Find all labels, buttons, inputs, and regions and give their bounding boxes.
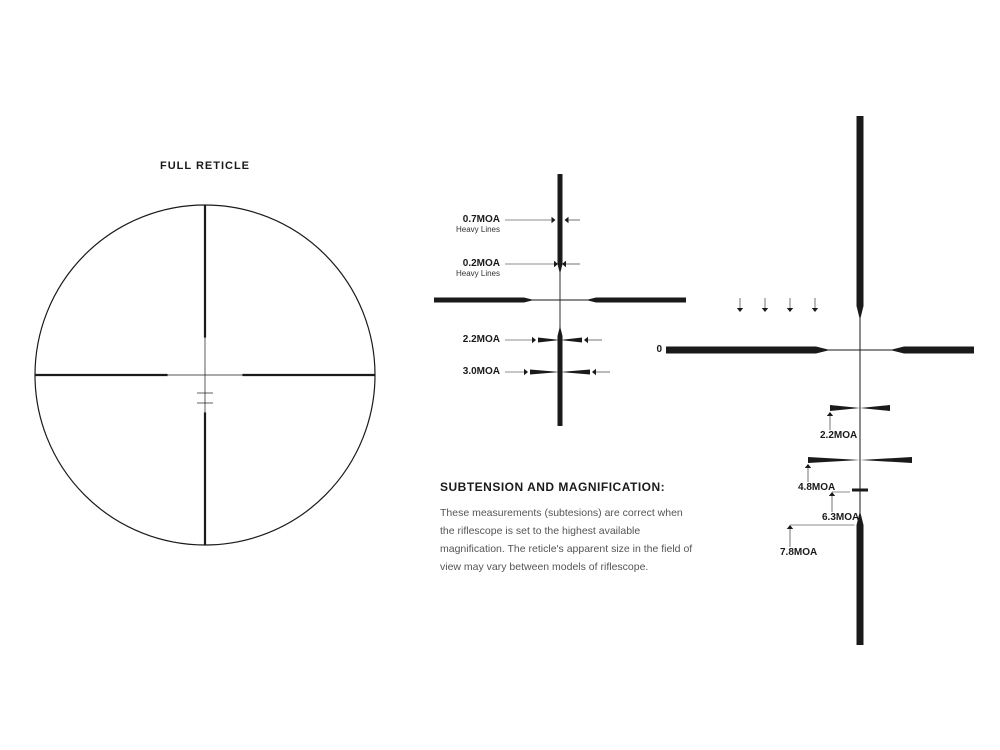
moa-label: 7.8MOA <box>780 547 840 558</box>
moa-label: 2.2MOA <box>430 334 500 345</box>
moa-sublabel: Heavy Lines <box>430 269 500 278</box>
moa-label: 3.0MOA <box>430 366 500 377</box>
moa-label: 0.2MOA <box>430 258 500 269</box>
full-reticle-svg <box>5 175 405 575</box>
subtension-heading: SUBTENSION AND MAGNIFICATION: <box>440 480 665 494</box>
moa-label: 0.7MOA <box>430 214 500 225</box>
center-detail-svg <box>410 150 710 450</box>
moa-label: 2.2MOA <box>820 430 880 441</box>
full-reticle-title: FULL RETICLE <box>145 160 265 172</box>
zero-label: 0 <box>648 344 662 355</box>
reticle-spec-diagram: FULL RETICLE 0.7MOAHeavy Lines0.2MOAHeav… <box>0 0 1000 750</box>
moa-label: 6.3MOA <box>822 512 882 523</box>
moa-sublabel: Heavy Lines <box>430 225 500 234</box>
subtension-body: These measurements (subtesions) are corr… <box>440 505 700 576</box>
moa-label: 4.8MOA <box>798 482 858 493</box>
